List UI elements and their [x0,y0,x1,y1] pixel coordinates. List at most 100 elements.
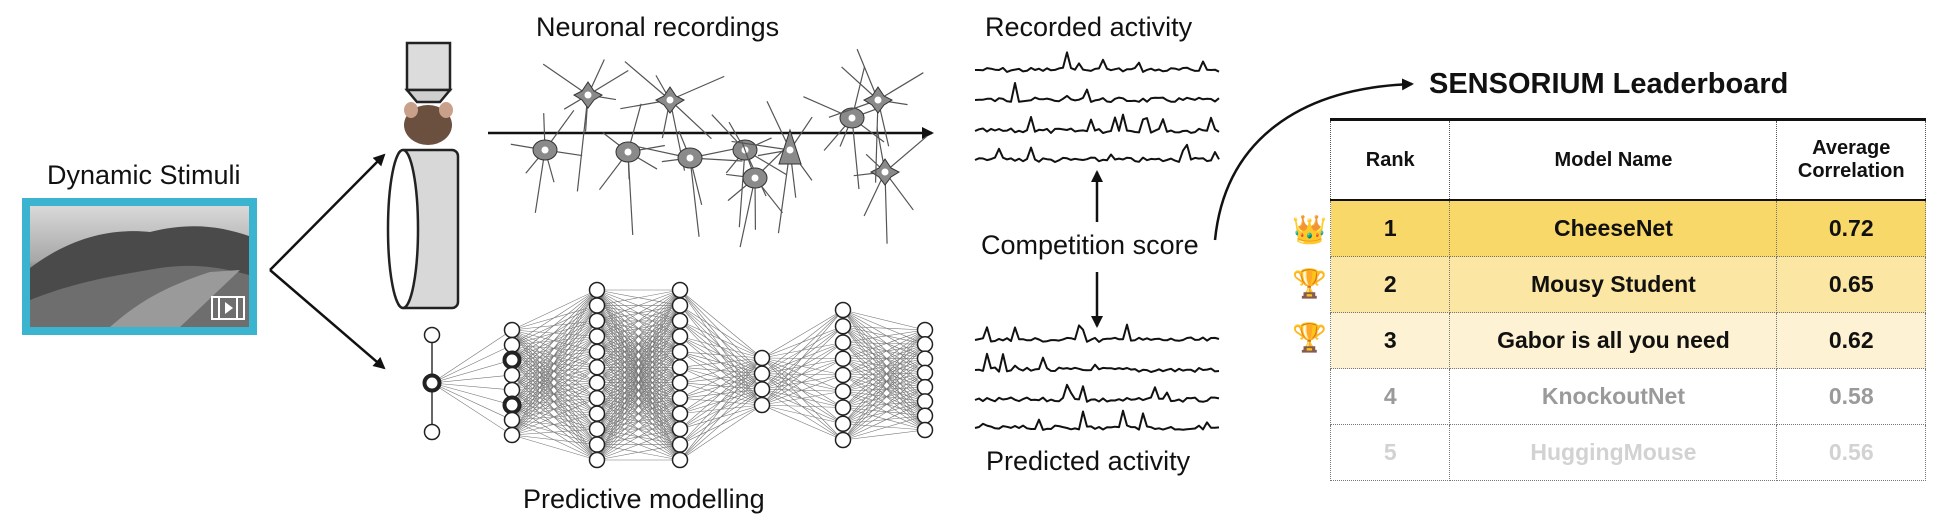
network-node [505,338,520,353]
network-node [590,298,605,313]
network-node [590,437,605,452]
network-node [673,453,688,468]
rank-header: Rank [1331,120,1450,201]
connection [843,430,925,440]
connection [432,345,512,383]
score-cell: 0.62 [1777,313,1926,369]
network-node [836,319,851,334]
neuron-icon [511,110,582,213]
network-node [590,313,605,328]
connection [680,358,762,429]
nucleus [687,155,694,162]
network-node [505,398,520,413]
axon [577,95,588,191]
crown-icon: 👑 [1292,216,1327,244]
network-node [673,422,688,437]
network-node [836,335,851,350]
microscope-mouse-icon [388,43,458,308]
neuron-icon [854,127,927,243]
activity-trace [975,411,1219,430]
network-node [673,360,688,375]
axon [852,118,859,189]
activity-trace [975,354,1219,372]
axon [628,152,633,235]
nucleus [787,147,794,154]
connection [843,330,925,343]
neuron-icon [599,104,664,235]
network-node [836,303,851,318]
network-node [918,337,933,352]
connection [680,405,762,460]
activity-trace [975,115,1219,133]
model-name-cell: CheeseNet [1450,200,1777,257]
network-node [918,394,933,409]
model-name-cell: HuggingMouse [1450,425,1777,481]
trophy-icon: 🏆 [1292,270,1327,298]
rank-cell: 2 [1331,257,1450,313]
connection [432,330,512,383]
network-node [425,328,440,343]
network-node [425,425,440,440]
nucleus [625,149,632,156]
rank-cell: 3 [1331,313,1450,369]
network-node [755,398,770,413]
network-node [425,376,440,391]
network-node [590,329,605,344]
neurons-illustration [511,49,927,247]
connection [762,405,843,440]
nucleus [542,147,549,154]
network-node [673,313,688,328]
connection [762,310,843,358]
network-node [673,283,688,298]
connection [843,330,925,440]
axon [690,158,699,237]
recorded-activity-traces [975,52,1219,162]
connection [680,305,762,358]
network-node [673,391,688,406]
nucleus [752,175,759,182]
connection [762,310,843,374]
neural-network-diagram [425,283,933,468]
network-node [673,329,688,344]
network-node [673,375,688,390]
rank-cell: 5 [1331,425,1450,481]
dendrite [670,76,724,100]
connection [432,360,512,383]
connection [762,405,843,424]
trophy-icon: 🏆 [1292,324,1327,352]
connection [680,374,762,460]
network-node [590,453,605,468]
activity-trace [975,83,1219,102]
network-node [590,406,605,421]
network-node [836,400,851,415]
score-cell: 0.56 [1777,425,1926,481]
activity-trace [975,52,1219,72]
neuron-icon [543,59,628,191]
network-node [590,283,605,298]
stimulus-video-thumbnail [22,198,257,335]
score-cell: 0.58 [1777,369,1926,425]
network-node [755,366,770,381]
network-node [505,323,520,338]
score-cell: 0.72 [1777,200,1926,257]
network-node [836,384,851,399]
network-node [505,413,520,428]
nucleus [882,169,889,176]
predicted-activity-traces [975,325,1219,430]
network-node [673,344,688,359]
network-node [918,380,933,395]
network-node [918,323,933,338]
dendrite [885,136,927,172]
network-node [836,351,851,366]
dendrite [543,64,588,95]
connection [432,383,512,435]
model-name-header: Model Name [1450,120,1777,201]
network-node [673,437,688,452]
network-node [755,351,770,366]
nucleus [849,115,856,122]
network-node [755,382,770,397]
